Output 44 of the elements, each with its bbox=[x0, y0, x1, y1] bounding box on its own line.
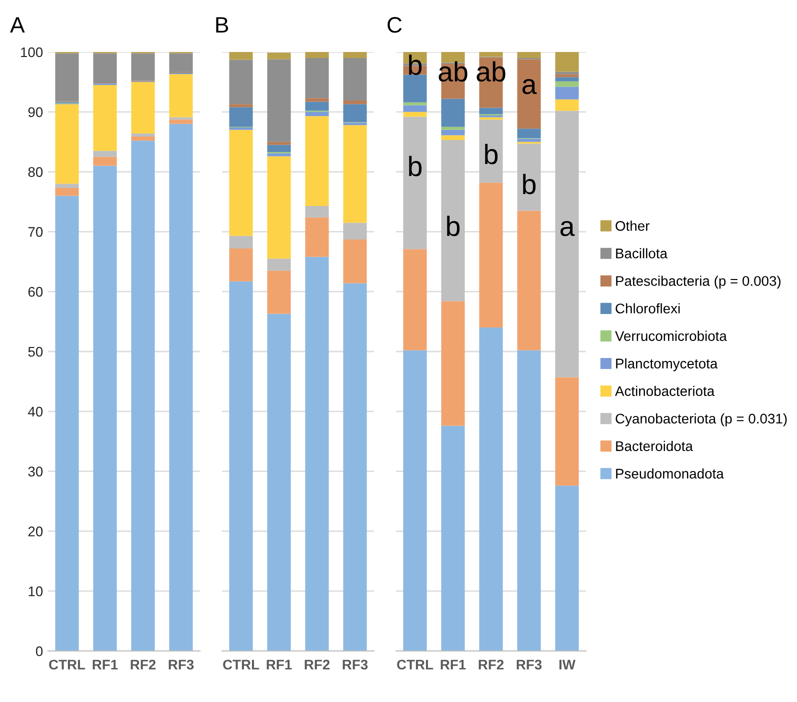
y-tick-label: 0 bbox=[36, 646, 43, 656]
x-tick-label: IW bbox=[559, 660, 576, 670]
x-tick-label: RF3 bbox=[168, 660, 194, 670]
y-tick-label: 60 bbox=[28, 286, 43, 297]
legend-label: Pseudomonadota bbox=[616, 468, 724, 479]
legend-label: Verrucomicrobiota bbox=[615, 330, 727, 341]
annotation: a bbox=[560, 220, 575, 236]
y-tick-label: 20 bbox=[28, 526, 43, 536]
y-tick-label: 70 bbox=[28, 227, 43, 237]
x-tick-label: RF3 bbox=[516, 660, 542, 670]
x-tick-label: RF2 bbox=[130, 660, 156, 670]
x-tick-label: CTRL bbox=[223, 660, 260, 670]
legend-label: Other bbox=[616, 220, 650, 231]
y-tick-label: 100 bbox=[21, 47, 43, 58]
legend-label: Cyanobacteriota (p = 0.031) bbox=[616, 413, 787, 426]
annotation: a bbox=[522, 78, 537, 94]
legend-label: Actinobacteriota bbox=[615, 386, 715, 396]
x-tick-label: RF1 bbox=[266, 660, 292, 670]
x-tick-label: RF3 bbox=[342, 660, 368, 670]
legend-label: Chloroflexi bbox=[616, 303, 680, 314]
x-tick-label: RF2 bbox=[478, 660, 504, 670]
legend-label: Bacillota bbox=[616, 248, 668, 258]
y-tick-label: 90 bbox=[28, 107, 43, 118]
chart-title: C bbox=[388, 17, 402, 33]
legend-label: Planctomycetota bbox=[616, 358, 718, 372]
x-tick-label: CTRL bbox=[49, 660, 86, 670]
legend-label: Patescibacteria (p = 0.003) bbox=[616, 276, 780, 289]
legend-label: Bacteroidota bbox=[616, 440, 693, 452]
x-tick-label: RF1 bbox=[92, 660, 118, 670]
x-tick-label: RF2 bbox=[304, 660, 330, 670]
y-tick-label: 80 bbox=[28, 167, 43, 177]
x-tick-label: CTRL bbox=[397, 660, 434, 670]
annotation: b bbox=[409, 54, 422, 76]
annotation: b bbox=[447, 216, 460, 236]
y-tick-label: 10 bbox=[28, 586, 43, 596]
y-tick-label: 50 bbox=[28, 346, 43, 357]
annotation: b bbox=[409, 156, 422, 176]
y-tick-label: 30 bbox=[28, 466, 43, 476]
chart-title: B bbox=[216, 17, 228, 33]
y-tick-label: 40 bbox=[28, 406, 43, 417]
chart-title: A bbox=[10, 17, 25, 33]
x-tick-label: RF1 bbox=[440, 660, 466, 670]
annotation: b bbox=[485, 144, 498, 164]
annotation: b bbox=[523, 174, 536, 194]
